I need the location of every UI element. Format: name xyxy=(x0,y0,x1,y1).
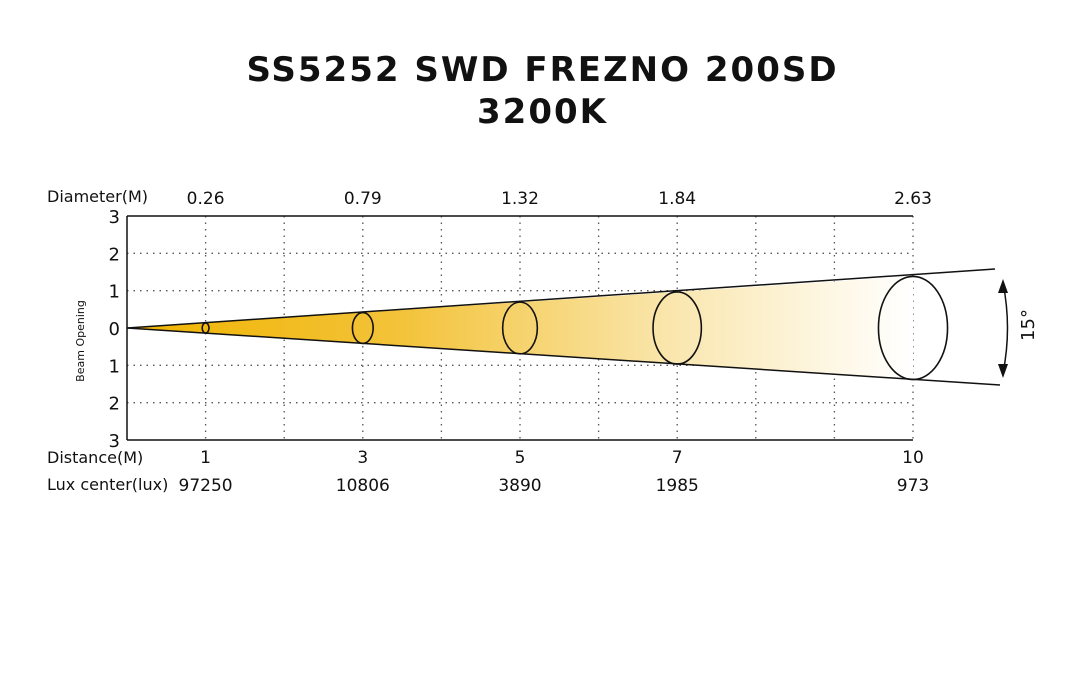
diameter-value: 0.26 xyxy=(187,189,225,209)
beam-opening-label: Beam Opening xyxy=(74,300,87,382)
lux-value: 3890 xyxy=(498,476,541,496)
beam-spot-ellipse xyxy=(877,275,949,381)
distance-value: 3 xyxy=(357,448,368,468)
title-line-1: SS5252 SWD FREZNO 200SD xyxy=(246,50,839,90)
lux-value: 10806 xyxy=(336,476,390,496)
lux-value: 973 xyxy=(897,476,929,496)
angle-arrow-down-icon xyxy=(998,364,1008,378)
diameter-value: 1.84 xyxy=(658,189,696,209)
beam-spot-ellipse xyxy=(351,311,374,345)
y-tick-label: 1 xyxy=(109,356,120,377)
y-tick-label: 1 xyxy=(109,282,120,303)
diameter-value: 1.32 xyxy=(501,189,539,209)
beam-cone-fill xyxy=(127,276,913,380)
y-tick-label: 0 xyxy=(109,319,120,340)
beam-edge-bottom xyxy=(126,327,1001,386)
title-line-2: 3200K xyxy=(477,92,608,132)
lux-center-label: Lux center(lux) xyxy=(47,475,168,494)
distance-value: 10 xyxy=(902,448,924,468)
beam-spot-ellipse xyxy=(652,291,703,365)
diameter-value: 0.79 xyxy=(344,189,382,209)
y-tick-label: 2 xyxy=(109,394,120,415)
distance-label: Distance(M) xyxy=(47,448,143,467)
y-tick-label: 2 xyxy=(109,244,120,265)
distance-value: 5 xyxy=(515,448,526,468)
y-tick-label: 3 xyxy=(109,207,120,228)
lux-value: 97250 xyxy=(179,476,233,496)
distance-value: 1 xyxy=(200,448,211,468)
angle-arrow-up-icon xyxy=(998,279,1008,293)
diameter-value: 2.63 xyxy=(894,189,932,209)
distance-value: 7 xyxy=(672,448,683,468)
beam-spot-ellipse xyxy=(501,301,539,355)
diameter-label: Diameter(M) xyxy=(47,187,148,206)
beam-spot-ellipse xyxy=(201,322,210,334)
lux-value: 1985 xyxy=(656,476,699,496)
beam-angle-label: 15° xyxy=(1018,309,1039,341)
angle-arc-arrow xyxy=(1002,282,1009,374)
beam-edge-top xyxy=(126,268,996,329)
y-tick-label: 3 xyxy=(109,431,120,452)
